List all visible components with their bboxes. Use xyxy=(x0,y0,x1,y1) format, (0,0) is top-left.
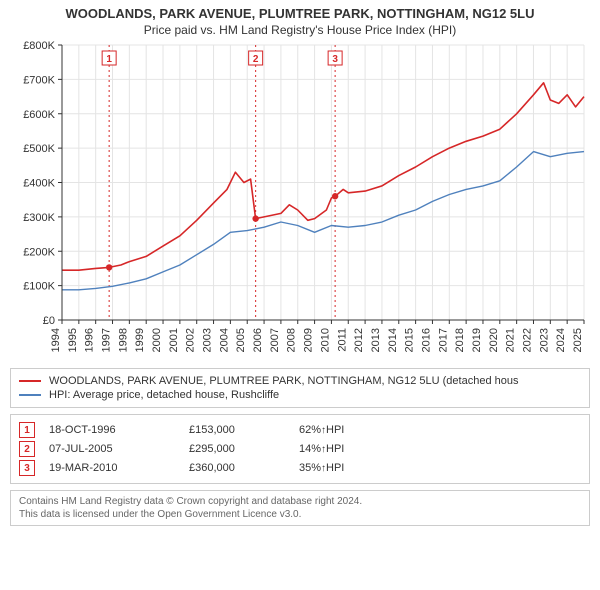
legend-label: WOODLANDS, PARK AVENUE, PLUMTREE PARK, N… xyxy=(49,375,518,387)
svg-text:£200K: £200K xyxy=(23,246,55,258)
attribution-line: This data is licensed under the Open Gov… xyxy=(19,508,581,521)
svg-text:£0: £0 xyxy=(43,315,55,327)
svg-text:2020: 2020 xyxy=(488,328,500,352)
line-chart: 1 2 3 £0 £100K £200K £300K £400K £500K £600K £700K… xyxy=(10,37,590,362)
table-row: 207-JUL-2005£295,00014% ↑ HPI xyxy=(19,441,581,457)
svg-text:2007: 2007 xyxy=(269,328,281,352)
attribution-box: Contains HM Land Registry data © Crown c… xyxy=(10,490,590,526)
sale-marker: 3 xyxy=(19,460,35,476)
sale-price: £295,000 xyxy=(189,443,299,455)
sales-table: 118-OCT-1996£153,00062% ↑ HPI207-JUL-200… xyxy=(10,414,590,484)
svg-text:2001: 2001 xyxy=(168,328,180,352)
svg-text:1: 1 xyxy=(106,54,112,65)
attribution-line: Contains HM Land Registry data © Crown c… xyxy=(19,495,581,508)
svg-text:2016: 2016 xyxy=(420,328,432,352)
svg-text:£400K: £400K xyxy=(23,178,55,190)
svg-text:2025: 2025 xyxy=(572,328,584,352)
svg-text:2011: 2011 xyxy=(336,328,348,352)
svg-text:2018: 2018 xyxy=(454,328,466,352)
legend-swatch xyxy=(19,394,41,396)
svg-text:£800K: £800K xyxy=(23,40,55,52)
sale-pct: 14% xyxy=(299,443,321,455)
svg-text:1997: 1997 xyxy=(101,328,113,352)
sale-suffix: HPI xyxy=(326,424,344,436)
svg-text:2014: 2014 xyxy=(387,328,399,352)
svg-text:£600K: £600K xyxy=(23,109,55,121)
svg-text:2024: 2024 xyxy=(555,328,567,352)
legend-box: WOODLANDS, PARK AVENUE, PLUMTREE PARK, N… xyxy=(10,368,590,408)
svg-text:£500K: £500K xyxy=(23,143,55,155)
svg-text:2015: 2015 xyxy=(404,328,416,352)
sale-date: 18-OCT-1996 xyxy=(49,424,189,436)
legend-swatch xyxy=(19,380,41,382)
table-row: 118-OCT-1996£153,00062% ↑ HPI xyxy=(19,422,581,438)
svg-text:1999: 1999 xyxy=(134,328,146,352)
legend-item: WOODLANDS, PARK AVENUE, PLUMTREE PARK, N… xyxy=(19,375,581,387)
svg-text:£300K: £300K xyxy=(23,212,55,224)
svg-text:2019: 2019 xyxy=(471,328,483,352)
svg-text:1994: 1994 xyxy=(50,328,62,352)
svg-text:2005: 2005 xyxy=(235,328,247,352)
svg-text:£100K: £100K xyxy=(23,281,55,293)
svg-text:2006: 2006 xyxy=(252,328,264,352)
sale-pct: 62% xyxy=(299,424,321,436)
sale-suffix: HPI xyxy=(326,443,344,455)
svg-text:1995: 1995 xyxy=(67,328,79,352)
svg-text:2012: 2012 xyxy=(353,328,365,352)
svg-text:2013: 2013 xyxy=(370,328,382,352)
sale-date: 19-MAR-2010 xyxy=(49,462,189,474)
svg-text:2023: 2023 xyxy=(538,328,550,352)
sale-marker: 2 xyxy=(19,441,35,457)
svg-text:2003: 2003 xyxy=(202,328,214,352)
sale-date: 07-JUL-2005 xyxy=(49,443,189,455)
chart-subtitle: Price paid vs. HM Land Registry's House … xyxy=(0,23,600,37)
svg-text:2: 2 xyxy=(253,54,259,65)
svg-text:3: 3 xyxy=(332,54,338,65)
legend-label: HPI: Average price, detached house, Rush… xyxy=(49,389,279,401)
sale-price: £360,000 xyxy=(189,462,299,474)
svg-text:1996: 1996 xyxy=(84,328,96,352)
figure-container: WOODLANDS, PARK AVENUE, PLUMTREE PARK, N… xyxy=(0,6,600,590)
sale-suffix: HPI xyxy=(326,462,344,474)
svg-text:2002: 2002 xyxy=(185,328,197,352)
svg-text:2017: 2017 xyxy=(437,328,449,352)
svg-text:2000: 2000 xyxy=(151,328,163,352)
svg-text:2008: 2008 xyxy=(286,328,298,352)
sale-price: £153,000 xyxy=(189,424,299,436)
table-row: 319-MAR-2010£360,00035% ↑ HPI xyxy=(19,460,581,476)
svg-text:2021: 2021 xyxy=(505,328,517,352)
svg-text:2010: 2010 xyxy=(319,328,331,352)
legend-item: HPI: Average price, detached house, Rush… xyxy=(19,389,581,401)
svg-text:2009: 2009 xyxy=(303,328,315,352)
svg-text:2022: 2022 xyxy=(521,328,533,352)
chart-title: WOODLANDS, PARK AVENUE, PLUMTREE PARK, N… xyxy=(0,6,600,21)
svg-text:£700K: £700K xyxy=(23,74,55,86)
svg-text:1998: 1998 xyxy=(117,328,129,352)
svg-text:2004: 2004 xyxy=(218,328,230,352)
sale-marker: 1 xyxy=(19,422,35,438)
sale-pct: 35% xyxy=(299,462,321,474)
